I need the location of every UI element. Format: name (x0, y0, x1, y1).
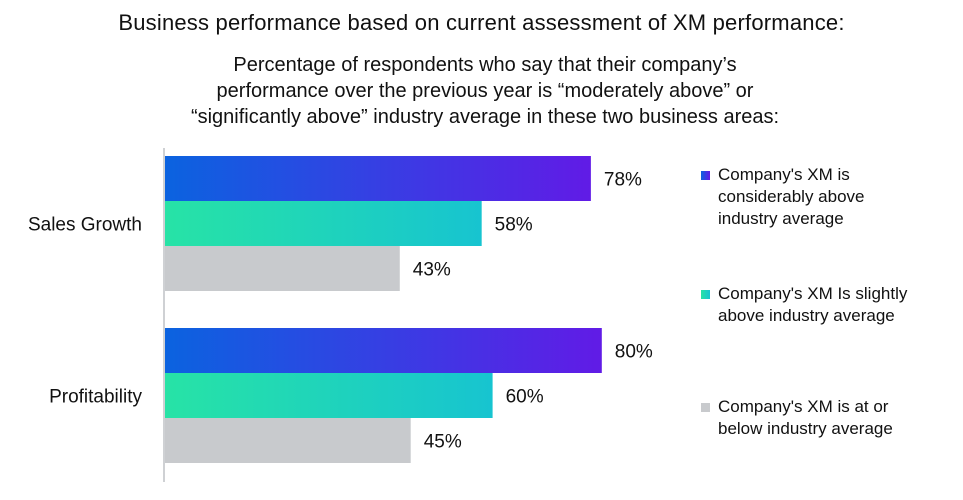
chart-title: Business performance based on current as… (118, 10, 845, 35)
data-label: 80% (615, 342, 653, 363)
legend-swatch (701, 290, 710, 299)
legend-label-line: Company's XM is (718, 165, 850, 184)
legend-swatch (701, 171, 710, 180)
bar (165, 418, 411, 463)
category-label: Profitability (49, 387, 142, 408)
bar (165, 156, 591, 201)
legend-label: Company's XM Is slightly above industry a… (718, 283, 907, 327)
bar (165, 373, 493, 418)
bar (165, 246, 400, 291)
data-label: 78% (604, 170, 642, 191)
legend-label-line: below industry average (718, 419, 893, 438)
bar (165, 201, 482, 246)
legend-label-line: industry average (718, 209, 844, 228)
subtitle-line: Percentage of respondents who say that t… (233, 54, 737, 76)
legend-item: Company's XM is at or below industry aver… (701, 396, 893, 440)
legend-item: Company's XM is considerably above industr… (701, 164, 864, 230)
data-label: 43% (413, 260, 451, 281)
legend-label: Company's XM is at or below industry aver… (718, 396, 893, 440)
category-label: Sales Growth (28, 215, 142, 236)
legend-label-line: Company's XM Is slightly (718, 284, 908, 303)
data-label: 60% (506, 387, 544, 408)
bar (165, 328, 602, 373)
legend-label-line: considerably above (718, 187, 865, 206)
legend-item: Company's XM Is slightly above industry a… (701, 283, 907, 327)
subtitle-line: “significantly above” industry average i… (190, 106, 780, 128)
data-label: 58% (495, 215, 533, 236)
legend-label: Company's XM is considerably above industr… (718, 164, 864, 230)
legend-label-line: above industry average (718, 306, 895, 325)
legend-swatch (701, 403, 710, 412)
chart-subtitle: Percentage of respondents who say that t… (150, 52, 820, 130)
subtitle-line: performance over the previous year is “m… (216, 80, 754, 102)
legend-label-line: Company's XM is at or (718, 397, 889, 416)
data-label: 45% (424, 432, 462, 453)
